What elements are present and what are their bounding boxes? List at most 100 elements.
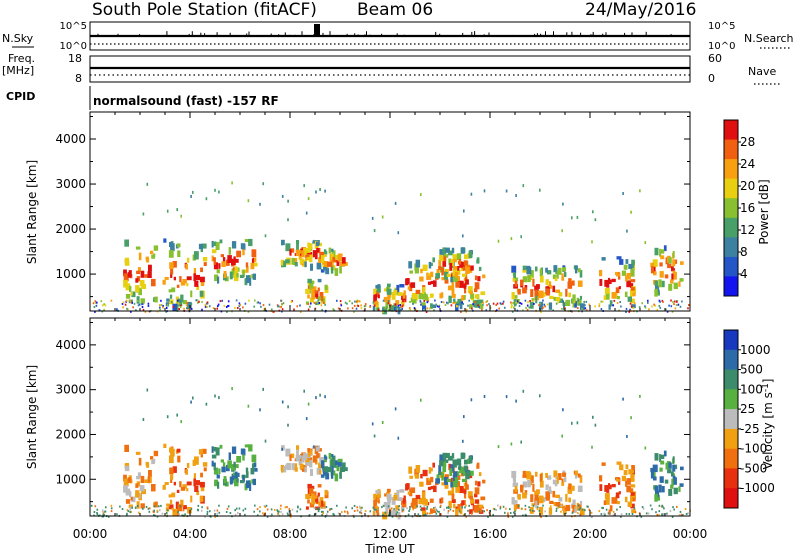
echo-sparse — [483, 395, 486, 398]
echo-speckle — [634, 511, 637, 514]
echo-cell — [626, 272, 631, 280]
echo-cell — [654, 485, 658, 492]
echo-speckle — [631, 513, 634, 515]
echo-cell — [220, 459, 224, 463]
echo-speckle — [171, 507, 173, 510]
echo-speckle — [346, 510, 349, 513]
echo-cell — [546, 270, 552, 275]
echo-speckle — [394, 508, 397, 511]
echo-speckle — [682, 514, 684, 516]
echo-cell — [557, 473, 562, 481]
echo-sparse — [324, 189, 326, 193]
echo-speckle — [619, 506, 621, 508]
echo-cell — [576, 297, 580, 306]
echo-cell — [221, 261, 226, 267]
echo-speckle — [681, 300, 683, 303]
nsky-tick-bottom: 10^0 — [60, 41, 87, 52]
echo-cell — [668, 257, 672, 264]
echo-speckle — [396, 511, 399, 514]
echo-speckle — [347, 307, 349, 310]
echo-cell — [324, 489, 328, 496]
echo-speckle — [277, 305, 279, 308]
echo-cell — [194, 251, 199, 255]
echo-cell — [377, 294, 380, 299]
echo-cell — [129, 491, 132, 498]
echo-cell — [522, 269, 527, 273]
echo-cell — [131, 496, 136, 503]
nave-label: Nave — [748, 65, 776, 78]
y-tick-label: 3000 — [55, 177, 86, 191]
echo-cell — [675, 464, 678, 470]
echo-cell — [579, 270, 583, 278]
echo-cell — [296, 445, 300, 450]
echo-speckle — [436, 510, 439, 513]
echo-cell — [214, 274, 219, 282]
echo-cell — [176, 448, 181, 453]
echo-cell — [317, 278, 322, 283]
echo-cell — [459, 506, 463, 515]
echo-cell — [418, 292, 422, 300]
echo-speckle — [583, 300, 585, 303]
echo-cell — [615, 492, 620, 499]
echo-speckle — [581, 308, 583, 311]
echo-cell — [198, 243, 203, 250]
echo-cell — [301, 455, 305, 463]
echo-cell — [170, 272, 173, 278]
echo-cell — [611, 484, 616, 488]
echo-speckle — [607, 512, 610, 515]
echo-cell — [474, 288, 478, 293]
echo-cell — [297, 455, 302, 459]
echo-cell — [193, 273, 196, 282]
echo-cell — [211, 454, 217, 459]
echo-speckle — [259, 302, 261, 305]
echo-speckle — [468, 504, 470, 507]
echo-speckle — [110, 507, 113, 510]
echo-cell — [301, 250, 305, 258]
echo-cell — [383, 502, 388, 508]
echo-speckle — [452, 509, 455, 512]
echo-cell — [125, 283, 131, 291]
echo-speckle — [132, 306, 134, 309]
echo-speckle — [409, 508, 411, 511]
echo-cell — [556, 271, 559, 279]
echo-sparse — [315, 396, 317, 400]
echo-cell — [312, 495, 318, 499]
echo-speckle — [552, 309, 554, 312]
echo-cell — [579, 303, 585, 310]
echo-speckle — [594, 305, 596, 308]
echo-cell — [242, 269, 245, 278]
echo-cell — [292, 258, 298, 265]
echo-cell — [675, 259, 678, 264]
echo-speckle — [359, 507, 362, 510]
echo-cell — [239, 274, 244, 278]
echo-cell — [372, 510, 376, 516]
echo-cell — [542, 497, 546, 502]
echo-cell — [456, 275, 460, 282]
echo-cell — [478, 472, 482, 477]
echo-speckle — [287, 514, 289, 516]
echo-speckle — [238, 305, 241, 307]
echo-cell — [556, 476, 559, 484]
echo-cell — [571, 280, 575, 286]
echo-speckle — [412, 302, 414, 305]
echo-cell — [522, 481, 528, 488]
echo-speckle — [620, 515, 622, 518]
echo-sparse — [146, 182, 149, 186]
echo-cell — [433, 485, 437, 493]
echo-speckle — [487, 515, 489, 518]
echo-cell — [427, 478, 431, 483]
echo-cell — [415, 465, 421, 473]
echo-cell — [385, 301, 389, 310]
echo-cell — [393, 494, 398, 501]
echo-cell — [661, 280, 665, 288]
echo-speckle — [293, 308, 295, 311]
echo-cell — [231, 258, 236, 266]
echo-cell — [522, 276, 528, 283]
colorbar-segment — [724, 217, 738, 238]
echo-cell — [283, 260, 287, 268]
echo-speckle — [353, 310, 355, 313]
x-tick-label: 08:00 — [273, 527, 308, 541]
echo-speckle — [641, 302, 643, 305]
echo-sparse — [630, 416, 632, 420]
